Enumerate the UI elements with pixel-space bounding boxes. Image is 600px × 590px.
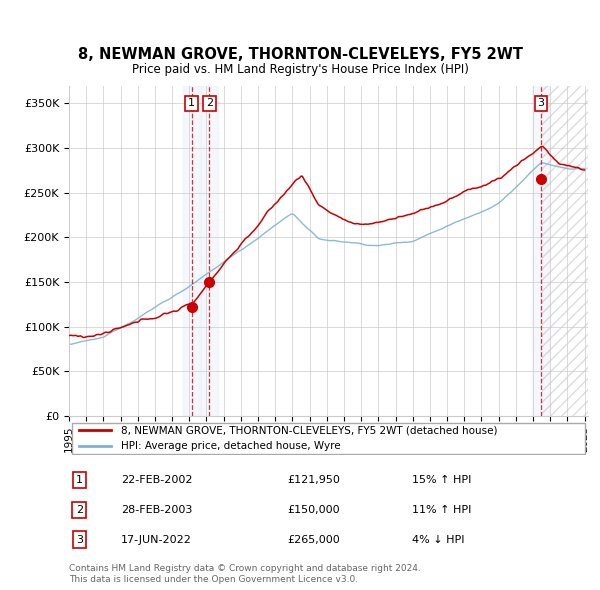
Text: 28-FEB-2003: 28-FEB-2003 — [121, 505, 192, 515]
Text: 22-FEB-2002: 22-FEB-2002 — [121, 475, 193, 485]
Text: 1: 1 — [188, 99, 195, 109]
Text: 4% ↓ HPI: 4% ↓ HPI — [412, 535, 464, 545]
Text: 2: 2 — [206, 99, 213, 109]
Text: 15% ↑ HPI: 15% ↑ HPI — [412, 475, 471, 485]
Text: 3: 3 — [538, 99, 544, 109]
Text: Price paid vs. HM Land Registry's House Price Index (HPI): Price paid vs. HM Land Registry's House … — [131, 63, 469, 76]
Text: £265,000: £265,000 — [287, 535, 340, 545]
Bar — [200, 86, 218, 416]
Bar — [542, 86, 588, 416]
Text: This data is licensed under the Open Government Licence v3.0.: This data is licensed under the Open Gov… — [69, 575, 358, 584]
Bar — [542, 86, 588, 416]
Text: 8, NEWMAN GROVE, THORNTON-CLEVELEYS, FY5 2WT (detached house): 8, NEWMAN GROVE, THORNTON-CLEVELEYS, FY5… — [121, 425, 497, 435]
Text: 17-JUN-2022: 17-JUN-2022 — [121, 535, 192, 545]
Text: £150,000: £150,000 — [287, 505, 340, 515]
Text: 2: 2 — [76, 505, 83, 515]
Text: 1: 1 — [76, 475, 83, 485]
Bar — [183, 86, 200, 416]
Bar — [532, 86, 550, 416]
Text: HPI: Average price, detached house, Wyre: HPI: Average price, detached house, Wyre — [121, 441, 341, 451]
Text: £121,950: £121,950 — [287, 475, 340, 485]
Text: 11% ↑ HPI: 11% ↑ HPI — [412, 505, 471, 515]
Text: Contains HM Land Registry data © Crown copyright and database right 2024.: Contains HM Land Registry data © Crown c… — [69, 564, 421, 573]
Text: 8, NEWMAN GROVE, THORNTON-CLEVELEYS, FY5 2WT: 8, NEWMAN GROVE, THORNTON-CLEVELEYS, FY5… — [77, 47, 523, 62]
Text: 3: 3 — [76, 535, 83, 545]
